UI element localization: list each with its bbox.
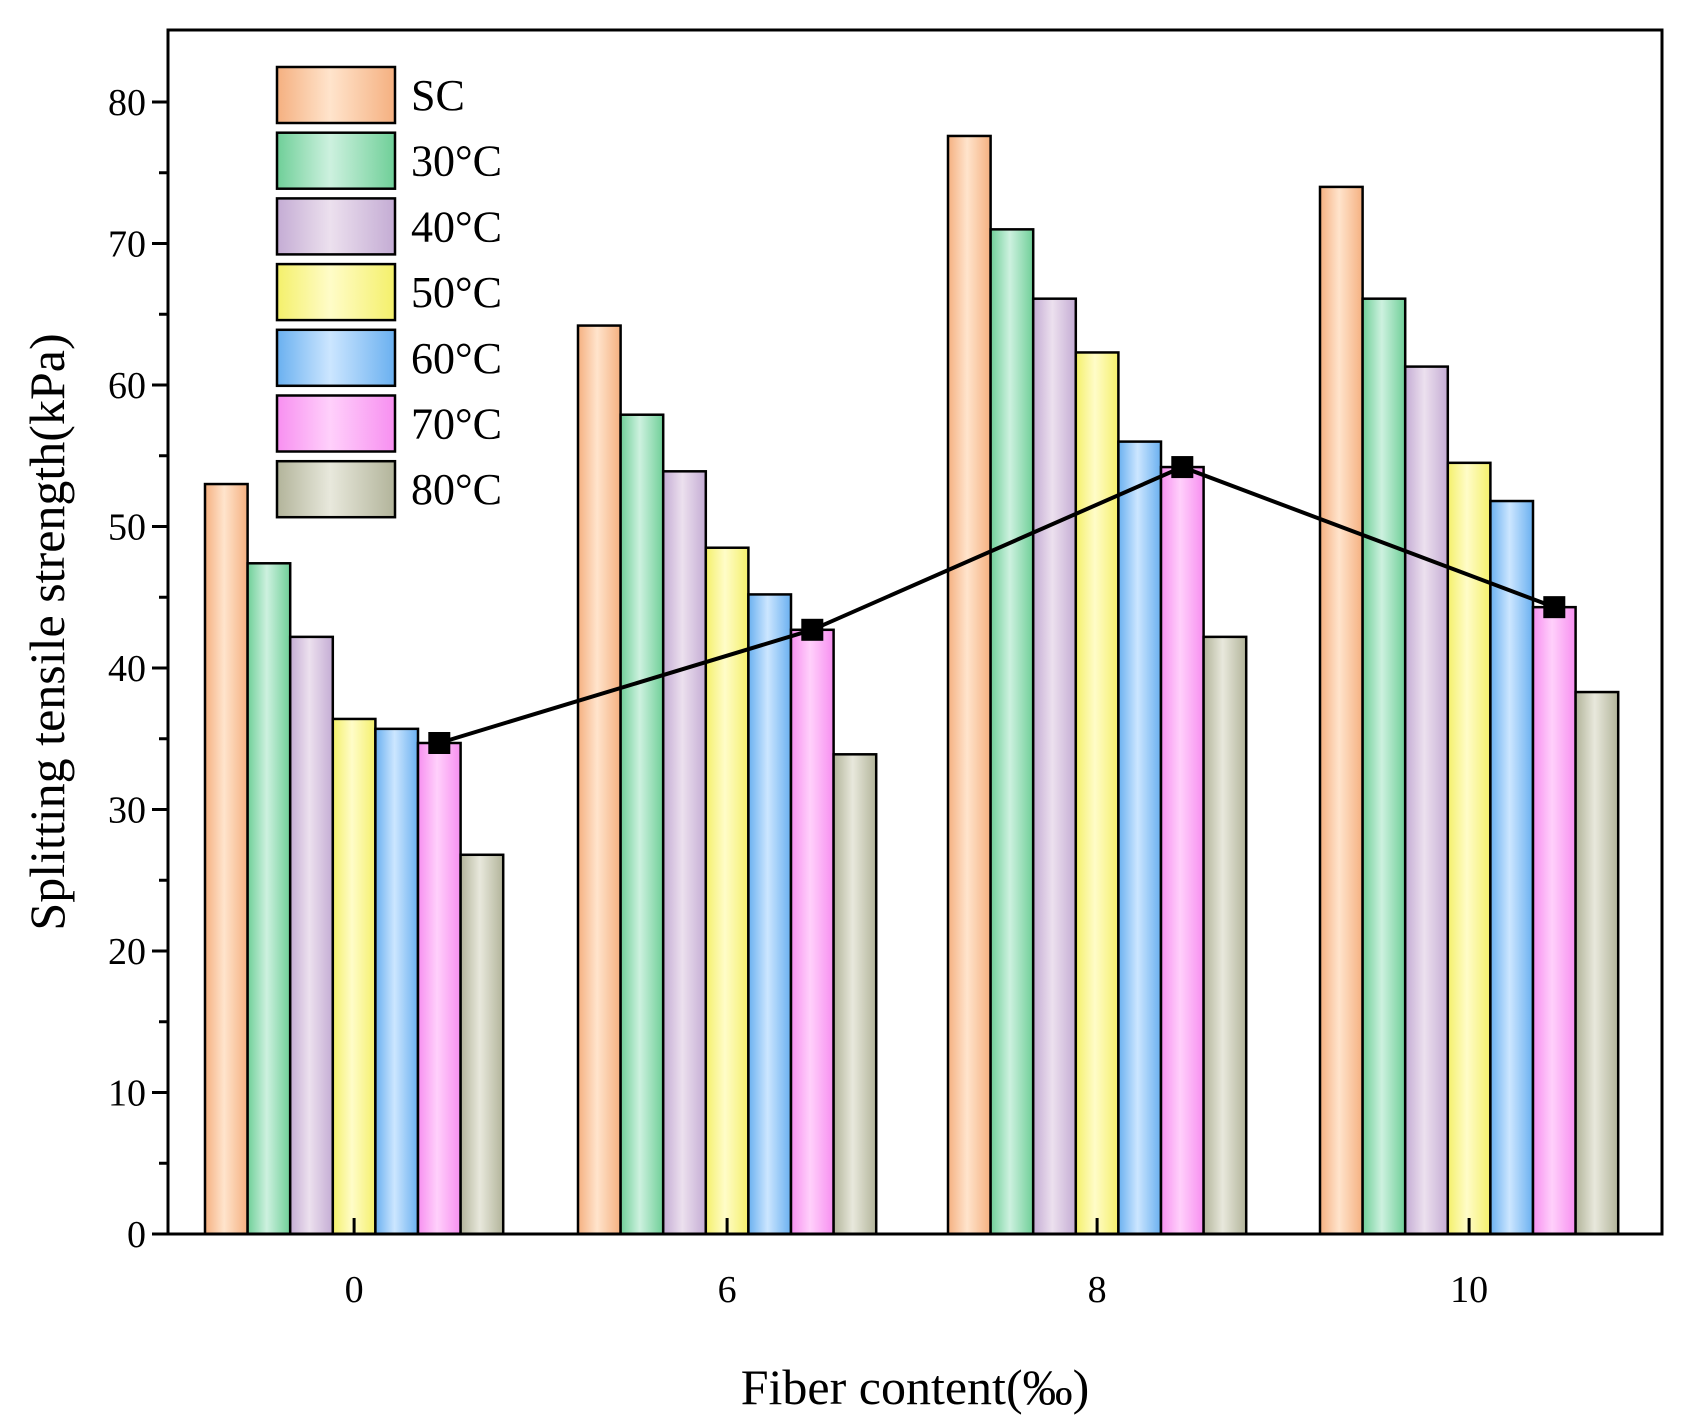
bar-40C-0: [288, 635, 335, 1236]
y-tick-label: 60: [108, 365, 146, 407]
legend-label-80C: 80°C: [411, 465, 502, 514]
bar-40C-6: [661, 470, 708, 1236]
bar-70C-8: [1159, 465, 1205, 1236]
trend-marker-0: [428, 731, 451, 754]
y-axis-title: Splitting tensile strength(kPa): [19, 333, 75, 930]
bar-60C-10: [1489, 499, 1535, 1236]
bar-SC-0: [203, 482, 249, 1236]
bar-SC-10: [1318, 185, 1364, 1236]
legend-swatch-30C: [275, 131, 397, 190]
y-tick-label: 20: [108, 931, 146, 973]
trend-marker-10: [1543, 596, 1566, 619]
bar-70C-0: [416, 741, 462, 1236]
bar-30C-8: [989, 228, 1035, 1236]
bar-50C-10: [1446, 461, 1492, 1236]
x-tick-label: 6: [718, 1269, 737, 1311]
bar-80C-0: [459, 853, 505, 1236]
trend-line: [438, 464, 1556, 745]
bar-30C-10: [1361, 297, 1407, 1236]
legend-swatch-70C: [275, 394, 397, 453]
bars-layer: [203, 134, 1620, 1236]
y-tick-label: 70: [108, 224, 146, 266]
y-tick-label: 0: [127, 1214, 146, 1256]
bar-70C-10: [1531, 605, 1577, 1236]
bar-40C-8: [1031, 297, 1078, 1236]
legend-swatch-80C: [275, 459, 397, 519]
legend-label-40C: 40°C: [411, 202, 502, 251]
y-tick-label: 10: [108, 1073, 146, 1115]
bar-30C-6: [619, 413, 665, 1236]
bar-60C-8: [1117, 440, 1163, 1236]
bar-SC-8: [946, 134, 992, 1236]
bar-70C-6: [789, 628, 835, 1236]
legend: SC 30°C 40°C 50°C 60°C 70°C 80°C: [275, 65, 502, 519]
y-tick-label: 50: [108, 507, 146, 549]
trend-marker-6: [801, 618, 824, 641]
axes-layer: 0 10 20 30 40 50 60 70 80 0 6 8 10: [108, 28, 1664, 1311]
legend-label-SC: SC: [411, 71, 465, 120]
bar-50C-0: [331, 717, 377, 1236]
legend-swatch-SC: [275, 65, 397, 125]
trend-marker-8: [1171, 456, 1194, 479]
x-tick-label: 8: [1088, 1269, 1107, 1311]
bar-80C-10: [1574, 690, 1620, 1236]
x-axis-title: Fiber content(‰): [741, 1359, 1090, 1415]
legend-swatch-60C: [275, 328, 397, 388]
bar-40C-10: [1403, 365, 1450, 1236]
legend-label-30C: 30°C: [411, 137, 502, 186]
bar-60C-6: [747, 593, 793, 1236]
bar-SC-6: [576, 324, 622, 1236]
y-tick-label: 80: [108, 82, 146, 124]
legend-label-60C: 60°C: [411, 334, 502, 383]
bar-60C-0: [374, 727, 420, 1236]
y-tick-label: 30: [108, 790, 146, 832]
x-tick-label: 10: [1450, 1269, 1488, 1311]
bar-80C-6: [832, 753, 878, 1236]
line-layer: [428, 456, 1566, 754]
x-tick-label: 0: [345, 1269, 364, 1311]
legend-label-50C: 50°C: [411, 268, 502, 317]
bar-50C-8: [1074, 351, 1120, 1236]
bar-30C-0: [246, 562, 292, 1236]
bar-80C-8: [1202, 635, 1248, 1236]
plot-frame: [166, 28, 1664, 1236]
legend-swatch-40C: [275, 197, 397, 256]
legend-label-70C: 70°C: [411, 400, 502, 449]
y-tick-label: 40: [108, 648, 146, 690]
legend-swatch-50C: [275, 262, 397, 322]
